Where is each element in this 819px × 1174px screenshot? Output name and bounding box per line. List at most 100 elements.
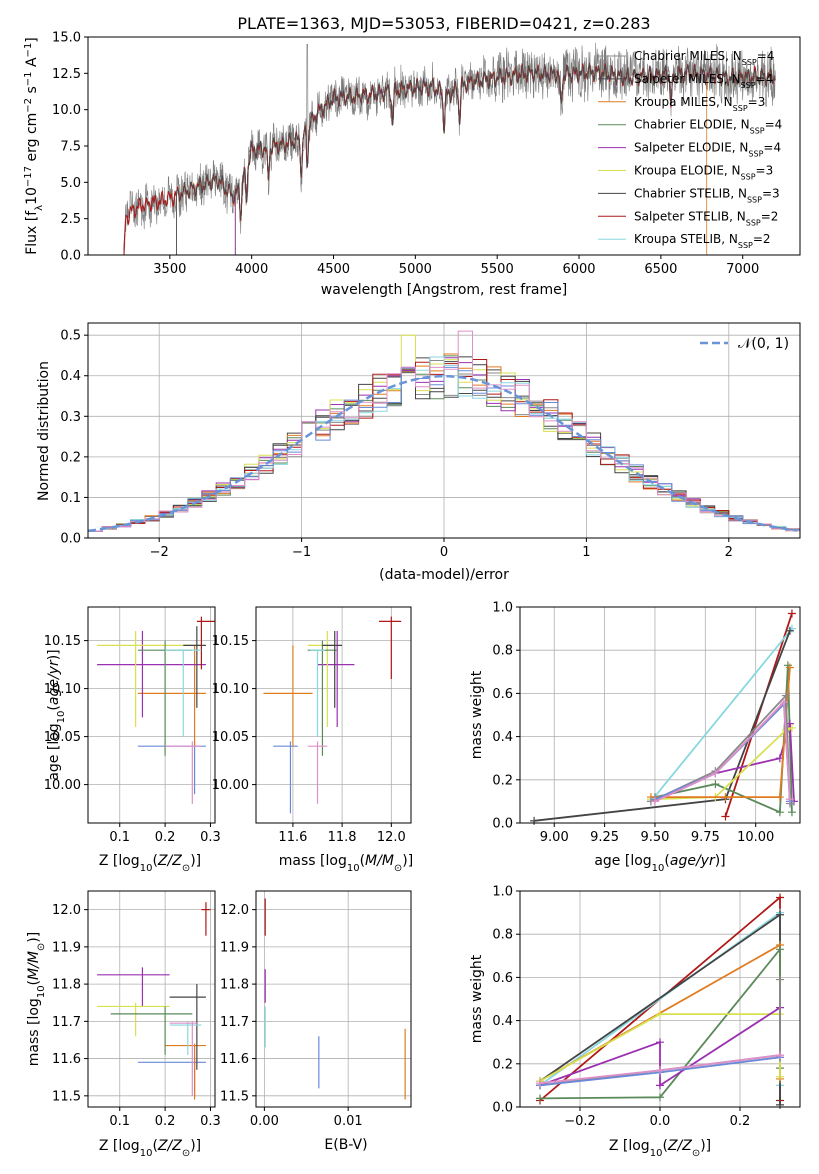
- y-tick-label: 11.8: [52, 978, 81, 993]
- y-tick-label: 11.9: [52, 940, 81, 955]
- y-tick-label: 0.0: [60, 249, 81, 264]
- weight-marker: [721, 812, 730, 821]
- weight-marker: [656, 1038, 664, 1047]
- weight-marker: [775, 808, 784, 817]
- x-tick-label: 0.3: [200, 1114, 221, 1129]
- legend-label: Chabrier ELODIE, NSSP=4: [634, 118, 782, 136]
- model-line-4: [234, 62, 776, 255]
- x-tick-label: 0.2: [155, 830, 176, 845]
- x-tick-label: −0.2: [564, 1114, 596, 1129]
- axes-frame: [519, 606, 801, 824]
- x-axis-label: Z [log10(Z/Z⊙)]: [99, 853, 201, 874]
- weight-marker: [776, 910, 784, 919]
- x-tick-label: 3500: [153, 262, 186, 277]
- legend-label: Salpeter STELIB, NSSP=2: [634, 209, 778, 227]
- weight-marker: [776, 975, 784, 984]
- x-tick-label: 0.0: [650, 1114, 671, 1129]
- x-axis-label: (data-model)/error: [379, 567, 509, 583]
- x-tick-label: 9.00: [540, 830, 569, 845]
- x-tick-label: 7000: [726, 262, 759, 277]
- legend-label: Kroupa MILES, NSSP=3: [634, 95, 765, 113]
- y-axis-label: Normed distribution: [36, 361, 52, 501]
- weight-marker: [787, 808, 796, 817]
- x-tick-label: 5000: [399, 262, 432, 277]
- x-tick-label: −1: [292, 545, 311, 560]
- axes-frame: [255, 606, 412, 824]
- legend-label: Salpeter ELODIE, NSSP=4: [634, 141, 781, 159]
- x-tick-label: 0.1: [109, 830, 130, 845]
- y-tick-label: 1.0: [492, 601, 513, 616]
- x-tick-label: 9.75: [691, 830, 720, 845]
- histogram-step-10: [88, 330, 800, 532]
- x-axis-label: mass [log10(M/M⊙)]: [279, 853, 413, 874]
- chart-3: 11.6 11.8 12.0 10.00 10.05 10.10 10.15: [212, 606, 412, 845]
- weight-marker: [656, 1093, 664, 1102]
- weight-line: [654, 699, 791, 803]
- y-tick-label: 0.6: [492, 687, 513, 702]
- y-tick-label: 0.2: [60, 450, 81, 465]
- weight-marker: [785, 626, 794, 635]
- axes-frame: [519, 890, 801, 1108]
- model-line-1: [176, 62, 776, 255]
- y-tick-label: 0.3: [60, 410, 81, 425]
- y-tick-label: 12.0: [52, 903, 81, 918]
- y-tick-label: 0.0: [492, 817, 513, 832]
- chart-5: 0.1 0.2 0.3 11.5 11.6 11.7 11.8 11.9 12.0: [52, 890, 221, 1129]
- y-tick-label: 7.5: [60, 140, 81, 155]
- y-tick-label: 11.5: [52, 1089, 81, 1104]
- weight-marker: [776, 893, 784, 902]
- x-tick-label: 6500: [644, 262, 677, 277]
- x-tick-label: 0: [440, 545, 448, 560]
- y-tick-label: 0.2: [492, 773, 513, 788]
- y-tick-label: 11.9: [220, 940, 249, 955]
- chart-6: 0.00 0.01 11.5 11.6 11.7 11.8 11.9 12.0: [220, 890, 412, 1129]
- weight-line: [650, 693, 791, 804]
- y-axis-label: mass weight: [469, 954, 485, 1043]
- weight-marker: [711, 769, 720, 778]
- chart-1: −2 −1 0 1 2 0.0 0.1 0.2 0.3 0.4 0.5 (data-model)/er…: [36, 322, 801, 583]
- weight-marker: [775, 793, 784, 802]
- weight-marker: [656, 1081, 664, 1090]
- y-tick-label: 0.0: [492, 1101, 513, 1116]
- y-tick-label: 0.1: [60, 491, 81, 506]
- model-line-7: [123, 63, 776, 255]
- weight-marker: [721, 793, 730, 802]
- x-tick-label: 0.00: [250, 1114, 279, 1129]
- weight-marker: [776, 1051, 784, 1060]
- x-axis-label: Z [log10(Z/Z⊙)]: [609, 1138, 711, 1159]
- x-axis-label: Z [log10(Z/Z⊙)]: [99, 1138, 201, 1159]
- spectrum-data-line: [123, 42, 776, 255]
- y-tick-label: 0.6: [492, 971, 513, 986]
- y-tick-label: 10.0: [52, 103, 81, 118]
- weight-line: [533, 630, 791, 822]
- y-tick-label: 0.4: [492, 730, 513, 745]
- y-tick-label: 10.05: [44, 730, 81, 745]
- y-tick-label: 11.6: [220, 1052, 249, 1067]
- x-tick-label: 4500: [317, 262, 350, 277]
- x-tick-label: 0.01: [334, 1114, 363, 1129]
- x-tick-label: 10.00: [737, 830, 774, 845]
- y-tick-label: 15.0: [52, 31, 81, 46]
- weight-marker: [781, 691, 790, 700]
- axes-frame: [87, 890, 216, 1108]
- y-tick-label: 10.10: [44, 682, 81, 697]
- y-tick-label: 10.15: [44, 634, 81, 649]
- y-tick-label: 11.7: [220, 1015, 249, 1030]
- axes-frame: [87, 606, 216, 824]
- gaussian-curve: [88, 374, 798, 533]
- y-axis-label: mass [log10(M/M⊙)]: [26, 932, 47, 1066]
- legend-label: Kroupa ELODIE, NSSP=3: [634, 164, 773, 182]
- y-tick-label: 10.00: [44, 778, 81, 793]
- weight-marker: [776, 1100, 784, 1109]
- y-tick-label: 0.8: [492, 928, 513, 943]
- weight-marker: [536, 1094, 544, 1103]
- legend-label: Salpeter MILES, NSSP=4: [634, 72, 773, 90]
- weight-marker: [650, 797, 659, 806]
- y-tick-label: 1.0: [492, 885, 513, 900]
- x-tick-label: 4000: [235, 262, 268, 277]
- y-tick-label: 11.8: [220, 978, 249, 993]
- y-tick-label: 10.00: [212, 778, 249, 793]
- y-tick-label: 11.5: [220, 1089, 249, 1104]
- x-tick-label: 12.0: [377, 830, 406, 845]
